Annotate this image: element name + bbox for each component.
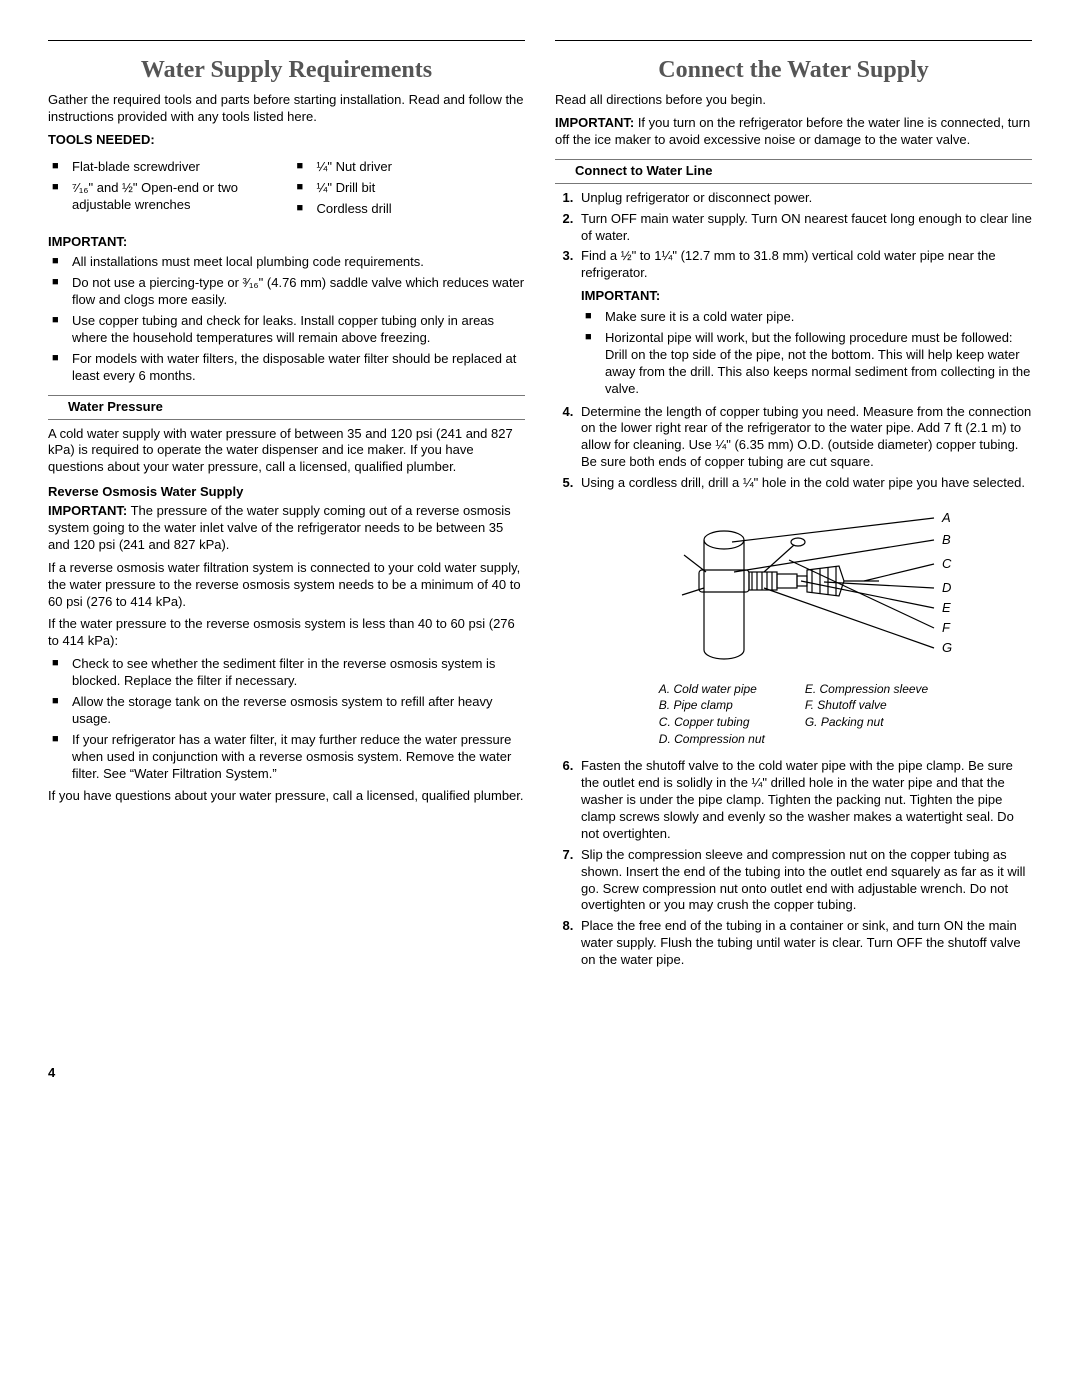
tools-col2: ¼" Nut driver ¼" Drill bit Cordless dril… [293,155,526,222]
ro-important-label: IMPORTANT: [48,503,127,518]
right-important: IMPORTANT: If you turn on the refrigerat… [555,115,1032,149]
tools-needed-label: TOOLS NEEDED: [48,132,525,149]
page-columns: Water Supply Requirements Gather the req… [48,40,1032,1082]
step-1: Unplug refrigerator or disconnect power. [577,190,1032,207]
ro-paragraph-2: If a reverse osmosis water filtration sy… [48,560,525,611]
steps-list: Unplug refrigerator or disconnect power.… [555,190,1032,492]
legend-item: A. Cold water pipe [659,682,765,698]
water-pressure-text: A cold water supply with water pressure … [48,426,525,477]
connect-water-line-heading: Connect to Water Line [555,159,1032,184]
diagram-label-a: A [941,510,951,525]
left-column: Water Supply Requirements Gather the req… [48,40,525,1082]
right-column: Connect the Water Supply Read all direct… [555,40,1032,1082]
diagram-label-f: F [942,620,951,635]
legend-right: E. Compression sleeve F. Shutoff valve G… [805,681,928,748]
left-title: Water Supply Requirements [48,55,525,86]
ro-list: Check to see whether the sediment filter… [48,656,525,782]
ro-item: If your refrigerator has a water filter,… [48,732,525,783]
step-5: Using a cordless drill, drill a ¼" hole … [577,475,1032,492]
steps-list-continued: Fasten the shutoff valve to the cold wat… [555,758,1032,969]
ro-item: Allow the storage tank on the reverse os… [48,694,525,728]
tool-item: ¼" Drill bit [293,180,526,197]
right-imp-label: IMPORTANT: [555,115,634,130]
diagram-label-d: D [942,580,951,595]
legend-item: D. Compression nut [659,732,765,748]
ro-item: Check to see whether the sediment filter… [48,656,525,690]
diagram-label-g: G [942,640,952,655]
legend-item: B. Pipe clamp [659,698,765,714]
right-p1: Read all directions before you begin. [555,92,1032,109]
tool-item: Cordless drill [293,201,526,218]
step-3: Find a ½" to 1¼" (12.7 mm to 31.8 mm) ve… [577,248,1032,397]
step-3-subitem: Horizontal pipe will work, but the follo… [581,330,1032,398]
important-item: Use copper tubing and check for leaks. I… [48,313,525,347]
tool-item: Flat-blade screwdriver [48,159,281,176]
diagram-legend: A. Cold water pipe B. Pipe clamp C. Copp… [555,681,1032,748]
step-7: Slip the compression sleeve and compress… [577,847,1032,915]
step-3-sublist: Make sure it is a cold water pipe. Horiz… [581,309,1032,397]
tools-grid: Flat-blade screwdriver ⁷⁄₁₆" and ½" Open… [48,153,525,228]
step-8: Place the free end of the tubing in a co… [577,918,1032,969]
step-3-subitem: Make sure it is a cold water pipe. [581,309,1032,326]
ro-paragraph-1: IMPORTANT: The pressure of the water sup… [48,503,525,554]
page-number: 4 [48,1065,525,1082]
diagram-label-e: E [942,600,951,615]
ro-paragraph-4: If you have questions about your water p… [48,788,525,805]
legend-item: C. Copper tubing [659,715,765,731]
diagram-label-b: B [942,532,951,547]
important-label: IMPORTANT: [48,234,525,251]
step-3-text: Find a ½" to 1¼" (12.7 mm to 31.8 mm) ve… [581,248,996,280]
step-4: Determine the length of copper tubing yo… [577,404,1032,472]
step-6: Fasten the shutoff valve to the cold wat… [577,758,1032,842]
tool-item: ⁷⁄₁₆" and ½" Open-end or two adjustable … [48,180,281,214]
important-item: For models with water filters, the dispo… [48,351,525,385]
step-3-important-label: IMPORTANT: [581,288,1032,305]
reverse-osmosis-heading: Reverse Osmosis Water Supply [48,484,525,501]
water-pressure-heading: Water Pressure [48,395,525,420]
important-item: All installations must meet local plumbi… [48,254,525,271]
legend-left: A. Cold water pipe B. Pipe clamp C. Copp… [659,681,765,748]
important-list: All installations must meet local plumbi… [48,254,525,384]
legend-item: F. Shutoff valve [805,698,928,714]
tool-item: ¼" Nut driver [293,159,526,176]
legend-item: E. Compression sleeve [805,682,928,698]
diagram-label-c: C [942,556,952,571]
ro-paragraph-3: If the water pressure to the reverse osm… [48,616,525,650]
left-intro: Gather the required tools and parts befo… [48,92,525,126]
right-title: Connect the Water Supply [555,55,1032,86]
tools-col1: Flat-blade screwdriver ⁷⁄₁₆" and ½" Open… [48,155,281,222]
valve-diagram: A B C D E F G [555,500,1032,675]
legend-item: G. Packing nut [805,715,928,731]
important-item: Do not use a piercing-type or ³⁄₁₆" (4.7… [48,275,525,309]
step-2: Turn OFF main water supply. Turn ON near… [577,211,1032,245]
